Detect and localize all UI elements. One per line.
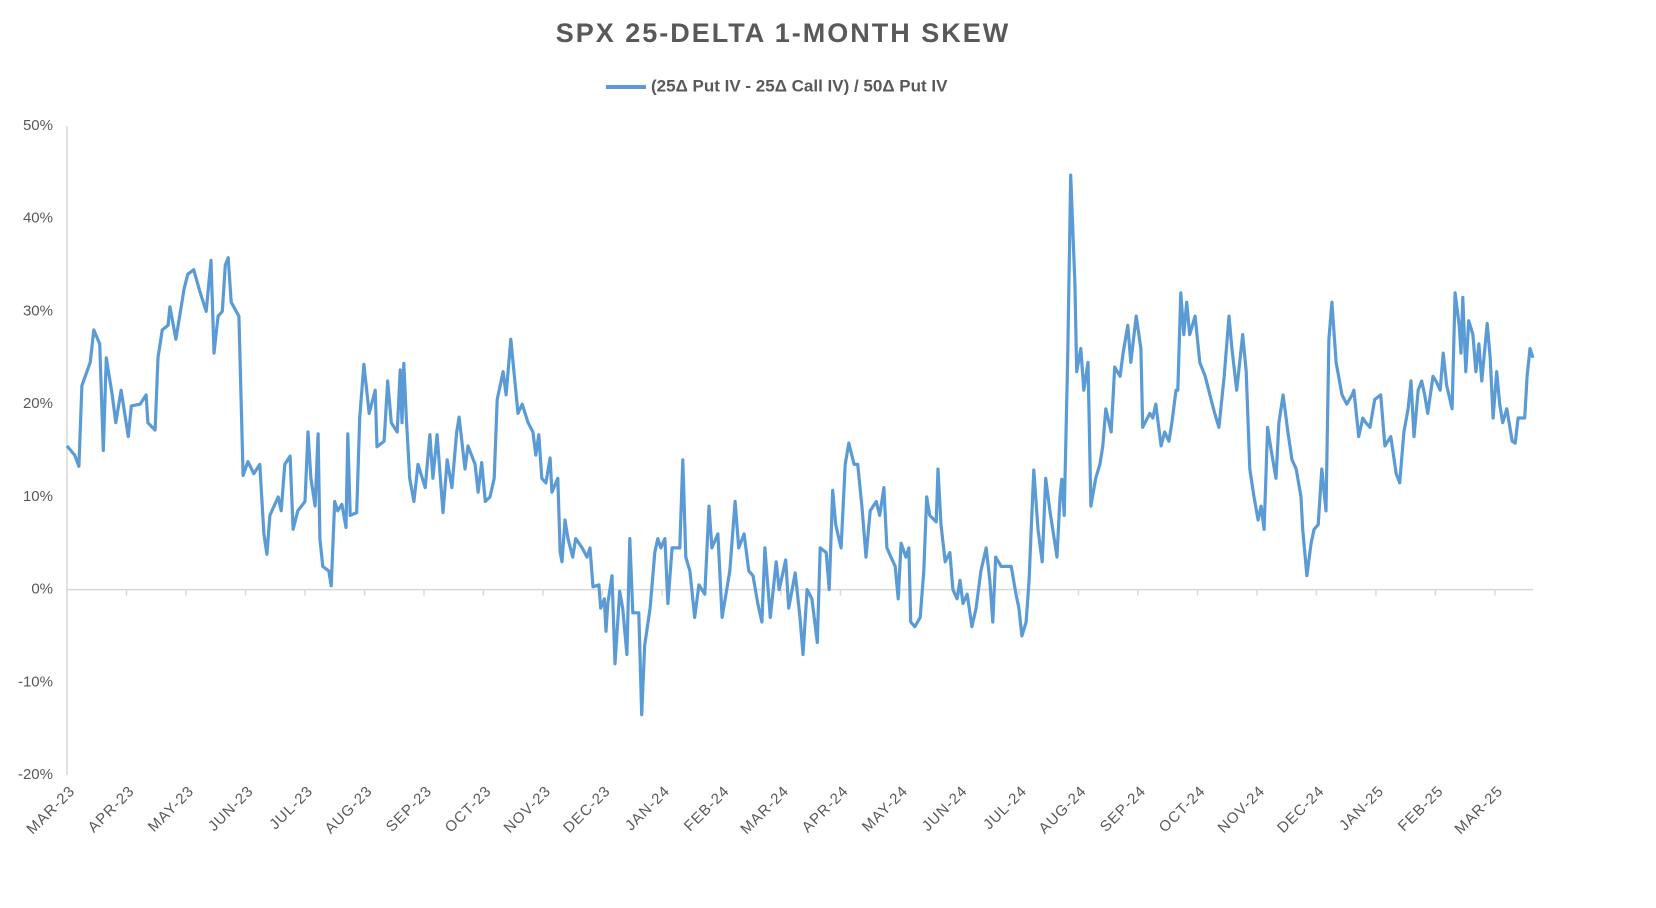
y-tick-label: -10% [18, 673, 53, 690]
x-tick-label: DEC-23 [560, 783, 614, 837]
x-tick-label: SEP-24 [1097, 783, 1150, 836]
x-tick-label: MAY-24 [859, 783, 912, 836]
legend-label: (25Δ Put IV - 25Δ Call IV) / 50Δ Put IV [651, 76, 948, 95]
series-line [65, 173, 1535, 717]
y-tick-label: 10% [23, 488, 53, 505]
x-tick-label: MAR-25 [1451, 783, 1506, 838]
x-tick-label: JAN-24 [622, 783, 674, 835]
x-tick-label: NOV-23 [501, 783, 555, 837]
x-tick-label: FEB-24 [681, 783, 733, 835]
x-tick-label: JUN-23 [205, 783, 257, 835]
x-tick-label: JUL-24 [980, 783, 1030, 833]
x-tick-label: FEB-25 [1395, 783, 1447, 835]
y-tick-label: 20% [23, 395, 53, 412]
x-tick-label: APR-23 [85, 783, 138, 836]
x-tick-label: AUG-24 [1035, 783, 1090, 838]
chart-title: SPX 25-DELTA 1-MONTH SKEW [556, 18, 1011, 48]
x-tick-label: AUG-23 [322, 783, 377, 838]
x-tick-label: MAR-24 [737, 783, 792, 838]
y-tick-label: -20% [18, 766, 53, 783]
x-tick-label: NOV-24 [1215, 783, 1269, 837]
y-tick-label: 0% [31, 581, 53, 598]
y-tick-label: 50% [23, 117, 53, 134]
y-tick-label: 40% [23, 210, 53, 227]
x-tick-label: DEC-24 [1274, 783, 1328, 837]
x-tick-label: OCT-24 [1156, 783, 1209, 836]
x-tick-label: APR-24 [799, 783, 852, 836]
x-tick-label: JAN-25 [1336, 783, 1388, 835]
x-tick-label: JUL-23 [266, 783, 316, 833]
x-tick-label: JUN-24 [919, 783, 971, 835]
y-tick-label: 30% [23, 302, 53, 319]
x-tick-label: SEP-23 [383, 783, 436, 836]
x-tick-label: MAY-23 [145, 783, 198, 836]
x-tick-label: MAR-23 [23, 783, 78, 838]
x-tick-label: OCT-23 [442, 783, 495, 836]
